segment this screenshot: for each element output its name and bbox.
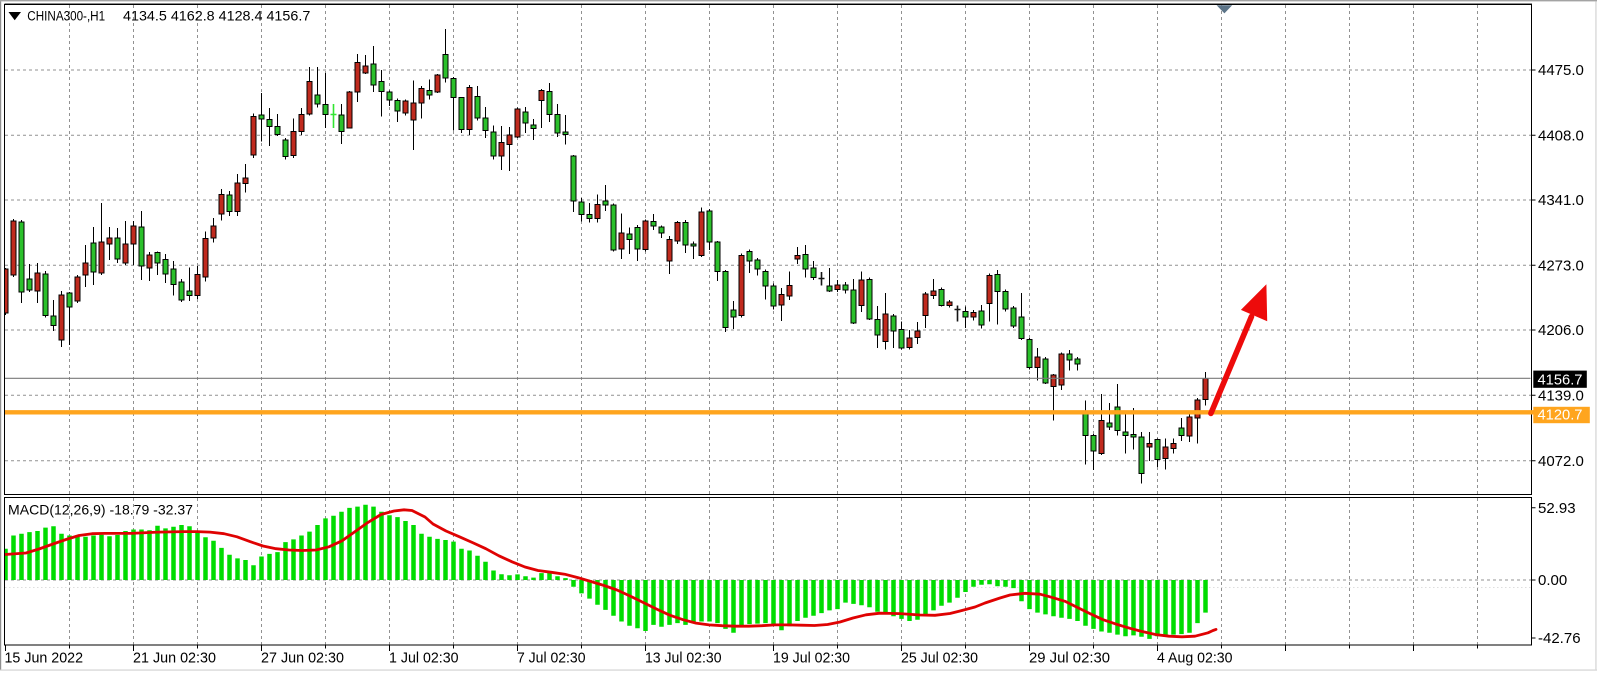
svg-text:4206.0: 4206.0 — [1538, 322, 1584, 339]
svg-text:4156.7: 4156.7 — [1538, 372, 1583, 389]
svg-text:4408.0: 4408.0 — [1538, 128, 1584, 145]
svg-text:4475.0: 4475.0 — [1538, 62, 1584, 79]
svg-text:7 Jul 02:30: 7 Jul 02:30 — [517, 649, 586, 666]
svg-text:0.00: 0.00 — [1538, 572, 1567, 589]
svg-text:MACD(12,26,9) -18.79 -32.37: MACD(12,26,9) -18.79 -32.37 — [8, 502, 193, 517]
svg-text:19 Jul 02:30: 19 Jul 02:30 — [773, 649, 850, 666]
svg-text:4341.0: 4341.0 — [1538, 192, 1584, 209]
svg-text:CHINA300-,H1: CHINA300-,H1 — [27, 8, 105, 23]
svg-text:27 Jun 02:30: 27 Jun 02:30 — [261, 649, 344, 666]
svg-text:-42.76: -42.76 — [1538, 630, 1581, 647]
svg-text:4139.0: 4139.0 — [1538, 388, 1584, 405]
svg-text:13 Jul 02:30: 13 Jul 02:30 — [645, 649, 722, 666]
svg-text:4072.0: 4072.0 — [1538, 453, 1584, 470]
svg-text:4120.7: 4120.7 — [1538, 407, 1583, 424]
svg-text:4273.0: 4273.0 — [1538, 258, 1584, 275]
svg-text:25 Jul 02:30: 25 Jul 02:30 — [901, 649, 978, 666]
svg-text:4 Aug 02:30: 4 Aug 02:30 — [1157, 649, 1233, 666]
svg-text:29 Jul 02:30: 29 Jul 02:30 — [1029, 649, 1110, 666]
svg-text:15 Jun 2022: 15 Jun 2022 — [5, 649, 84, 666]
svg-text:21 Jun 02:30: 21 Jun 02:30 — [133, 649, 216, 666]
svg-text:52.93: 52.93 — [1538, 500, 1576, 517]
svg-text:1 Jul 02:30: 1 Jul 02:30 — [389, 649, 459, 666]
svg-text:4134.5 4162.8 4128.4 4156.7: 4134.5 4162.8 4128.4 4156.7 — [123, 8, 310, 23]
